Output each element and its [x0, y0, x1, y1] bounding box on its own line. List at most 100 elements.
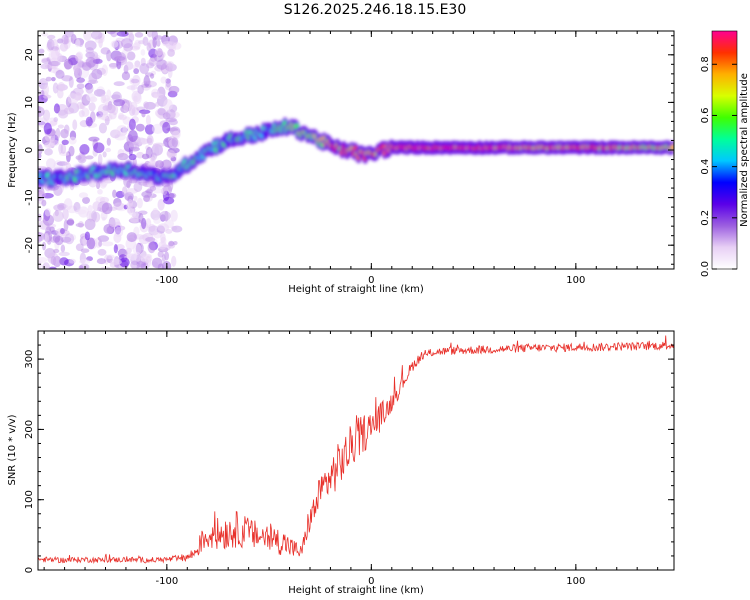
y-tick-label: 20 [24, 48, 35, 61]
spectrogram-noise-blob [67, 93, 79, 105]
spectrogram-noise-blob [126, 232, 137, 243]
spectrogram-noise-blob [45, 76, 52, 82]
spectrogram-noise-blob [116, 125, 128, 137]
spectrogram-noise-blob [121, 186, 128, 196]
spectrogram-noise-blob [162, 121, 171, 134]
y-tick-label: -20 [24, 237, 35, 253]
spectrogram-x-axis-label: Height of straight line (km) [288, 284, 424, 295]
spectrogram-noise-blob [97, 189, 103, 195]
spectrogram-noise-blob [106, 49, 112, 62]
spectrogram-noise-blob [172, 130, 180, 138]
spectrogram-noise-blob [154, 48, 163, 56]
spectrogram-noise-blob [146, 42, 152, 52]
spectrogram-noise-blob [132, 243, 142, 255]
spectrogram-noise-blob [101, 241, 114, 247]
spectrogram-noise-blob [44, 233, 50, 243]
spectrogram-noise-blob [136, 137, 146, 145]
spectrogram-noise-blob [136, 263, 144, 269]
spectrogram-noise-blob [153, 93, 165, 99]
colorbar-tick-label: 0.0 [700, 261, 711, 277]
spectrogram-noise-blob [159, 210, 171, 221]
spectrogram-noise-blob [168, 240, 175, 247]
spectrogram-noise-blob [53, 204, 65, 212]
y-tick-label: 0 [24, 567, 35, 573]
spectrogram-noise-blob [161, 254, 166, 262]
spectrogram-noise-blob [59, 42, 69, 52]
spectrogram-noise-blob [88, 102, 96, 112]
spectrogram-noise-blob [38, 144, 43, 155]
spectrogram-noise-blob [146, 79, 151, 85]
spectrogram-noise-blob [142, 36, 149, 46]
spectrogram-noise-blob [99, 196, 110, 204]
spectrogram-noise-blob [144, 124, 155, 135]
spectrogram-noise-blob [97, 248, 107, 256]
spectrogram-noise-blob [88, 136, 100, 142]
spectrogram-noise-blob [153, 217, 161, 224]
spectrogram-noise-blob [152, 207, 159, 215]
spectrogram-noise-blob [153, 231, 162, 239]
spectrogram-noise-blob [96, 115, 108, 120]
spectrogram-noise-blob [64, 31, 74, 38]
spectrogram-noise-blob [77, 154, 87, 164]
spectrogram-noise-blob [52, 210, 64, 222]
spectrogram-noise-blob [38, 153, 42, 159]
spectrogram-noise-blob [116, 31, 129, 37]
y-tick-label: 10 [24, 96, 35, 109]
spectrogram-noise-blob [66, 219, 75, 226]
spectrogram-noise-blob [75, 52, 82, 62]
spectrogram-noise-blob [52, 82, 59, 94]
snr-y-axis-label: SNR (10 * v/v) [7, 414, 18, 485]
spectrogram-ridge [38, 117, 674, 189]
spectrogram-noise-blob [145, 146, 153, 159]
spectrogram-noise-blob [80, 248, 90, 253]
spectrogram-x-ticks: -100 0 100 [43, 31, 659, 286]
spectrogram-noise-blob [123, 102, 129, 113]
spectrogram-noise-blob [171, 225, 178, 231]
spectrogram-noise-blob [75, 39, 81, 48]
spectrogram-noise-blob [112, 189, 117, 198]
y-tick-label: 300 [24, 350, 35, 369]
spectrogram-noise-blob [105, 254, 115, 259]
colorbar-gradient [712, 31, 737, 269]
spectrogram-noise-blob [172, 42, 182, 50]
spectrogram-noise-blob [55, 127, 61, 140]
colorbar-tick-label: 0.8 [700, 56, 711, 72]
spectrogram-noise-blob [64, 233, 75, 245]
spectrogram-noise-blob [134, 143, 140, 150]
spectrogram-noise-blob [46, 225, 52, 231]
snr-x-axis-label: Height of straight line (km) [288, 585, 424, 596]
spectrogram-noise-blob [113, 244, 118, 254]
spectrogram-noise-blob [157, 198, 165, 211]
spectrogram-noise-blob [53, 248, 60, 254]
spectrogram-noise-blob [73, 64, 80, 75]
spectrogram-noise-blob [84, 231, 91, 241]
spectrogram-noise-blob [126, 85, 139, 90]
spectrogram-noise-blob [160, 76, 167, 84]
spectrogram-noise-blob [133, 92, 142, 105]
spectrogram-noise-blob [81, 61, 92, 71]
spectrogram-noise-blob [166, 62, 173, 73]
spectrogram-noise-blob [93, 142, 105, 154]
spectrogram-noise [38, 31, 183, 269]
spectrogram-noise-blob [129, 101, 138, 110]
spectrogram-noise-blob [155, 160, 165, 168]
spectrogram-noise-blob [150, 73, 155, 79]
spectrogram-noise-blob [38, 256, 48, 263]
spectrogram-noise-blob [151, 257, 163, 269]
spectrogram-noise-blob [149, 156, 156, 169]
spectrogram-noise-blob [165, 108, 176, 120]
spectrogram-noise-blob [102, 105, 110, 111]
spectrogram-noise-blob [62, 208, 69, 220]
spectrogram-noise-blob [147, 241, 156, 254]
spectrogram-noise-blob [96, 258, 107, 265]
spectrogram-noise-blob [158, 241, 167, 250]
snr-frame [37, 330, 675, 571]
spectrogram-noise-blob [98, 240, 103, 247]
spectrogram-noise-blob [106, 31, 116, 35]
y-tick-label: 200 [24, 420, 35, 439]
spectrogram-noise-blob [79, 180, 90, 187]
spectrogram-noise-blob [117, 114, 127, 121]
spectrogram-noise-blob [70, 34, 77, 45]
spectrogram-noise-blob [146, 134, 154, 146]
spectrogram-noise-blob [92, 201, 101, 212]
